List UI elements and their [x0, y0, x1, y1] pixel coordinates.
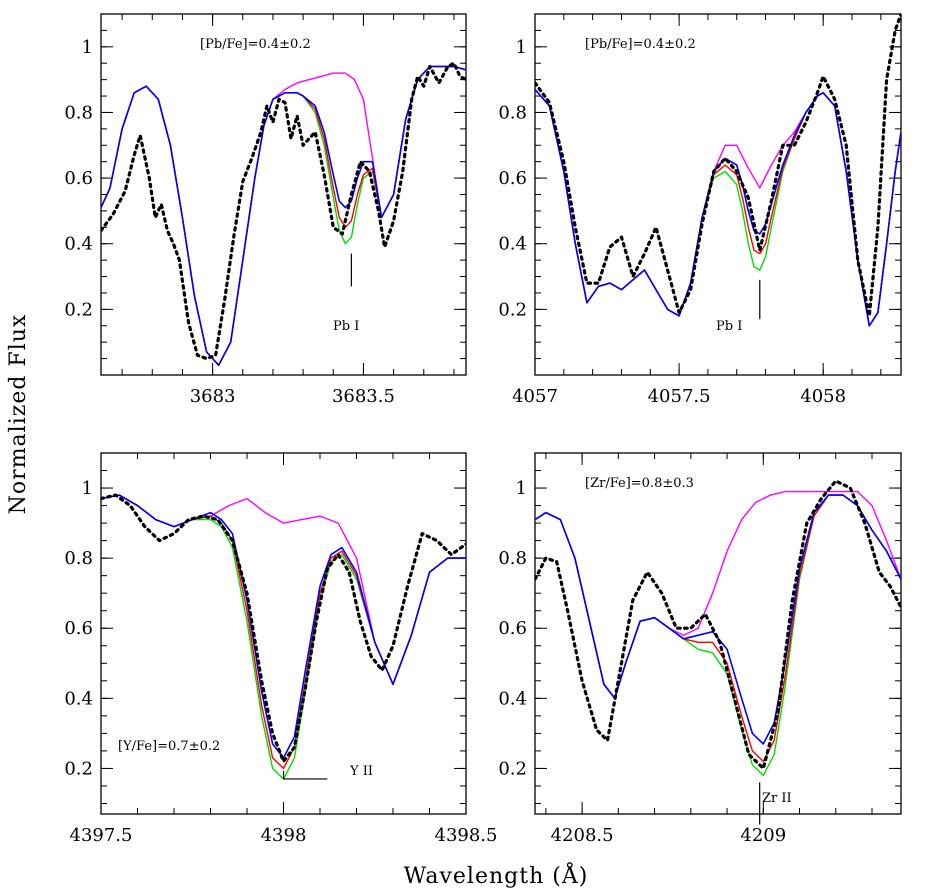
top-right-series-best	[535, 89, 901, 327]
bottom-right-abundance-annotation: [Zr/Fe]=0.8±0.3	[585, 476, 694, 491]
top-right-line-label: Pb I	[716, 319, 742, 334]
top-right-xtick-label: 4057.5	[648, 386, 711, 407]
top-left-ytick-label: 0.8	[64, 102, 93, 123]
top-right-ytick-label: 0.6	[498, 168, 527, 189]
top-left-ytick-label: 0.6	[64, 168, 93, 189]
bottom-right-series-group	[535, 479, 901, 777]
bottom-left-ytick-label: 0.6	[64, 618, 93, 639]
bottom-right-ytick-label: 0.6	[498, 618, 527, 639]
bottom-left-ytick-label: 0.2	[64, 758, 93, 779]
top-right-series-high	[535, 88, 901, 327]
bottom-right-ytick-label: 1	[516, 478, 527, 499]
bottom-right-line-label: Zr II	[762, 791, 792, 806]
top-left-panel: 3683 3683.5 0.2 0.4 0.6 0.8 1 [Pb/Fe]=0.4±0.2 Pb…	[64, 13, 467, 407]
bottom-right-frame	[534, 452, 902, 815]
top-right-ytick-label: 1	[516, 37, 527, 58]
top-right-panel: 4057 4057.5 4058 0.2 0.4 0.6 0.8 1 [Pb/Fe]=0.4±0…	[498, 13, 902, 407]
top-right-ytick-label: 0.4	[498, 234, 527, 255]
bottom-left-xtick-label: 4398.5	[435, 825, 498, 846]
top-left-xtick-label: 3683	[190, 386, 236, 407]
bottom-left-series-no-element	[101, 494, 466, 685]
bottom-left-xtick-label: 4397.5	[70, 825, 133, 846]
bottom-left-line-label: Y II	[349, 764, 373, 779]
x-axis-title: Wavelength (Å)	[404, 861, 589, 889]
top-right-series-observed	[535, 14, 901, 318]
top-right-series-no-element	[535, 89, 901, 327]
top-left-series-group	[101, 61, 466, 367]
top-right-ytick-label: 0.8	[498, 102, 527, 123]
bottom-left-series-observed	[101, 493, 466, 764]
bottom-left-series-group	[101, 493, 466, 780]
bottom-right-ytick-label: 0.4	[498, 688, 527, 709]
bottom-right-panel: 4208.5 4209 0.2 0.4 0.6 0.8 1 [Zr/Fe]=0.8±0.3 Zr…	[498, 452, 902, 846]
top-left-ytick-label: 0.2	[64, 299, 93, 320]
bottom-left-xtick-label: 4398	[261, 825, 307, 846]
bottom-right-series-no-element	[535, 490, 901, 699]
bottom-left-ytick-label: 0.8	[64, 548, 93, 569]
bottom-left-abundance-annotation: [Y/Fe]=0.7±0.2	[118, 739, 220, 754]
top-left-series-observed	[101, 61, 466, 361]
top-right-series-low	[535, 89, 901, 327]
bottom-right-ytick-label: 0.2	[498, 758, 527, 779]
bottom-left-panel: 4397.5 4398 4398.5 0.2 0.4 0.6 0.8 1 [Y/Fe]=0.7±…	[64, 452, 498, 846]
top-left-frame	[100, 13, 467, 376]
top-right-xtick-label: 4057	[512, 386, 558, 407]
top-left-series-high	[101, 65, 466, 367]
bottom-left-ytick-label: 0.4	[64, 688, 93, 709]
bottom-right-series-best	[535, 494, 901, 763]
bottom-left-series-high	[101, 494, 466, 759]
top-left-xtick-label: 3683.5	[332, 386, 395, 407]
bottom-right-xtick-label: 4209	[740, 825, 786, 846]
panels-group: 3683 3683.5 0.2 0.4 0.6 0.8 1 [Pb/Fe]=0.4±0.2 Pb…	[64, 13, 902, 846]
bottom-right-series-observed	[535, 479, 901, 771]
bottom-left-ytick-label: 1	[82, 478, 93, 499]
bottom-right-xtick-label: 4208.5	[551, 825, 614, 846]
top-right-abundance-annotation: [Pb/Fe]=0.4±0.2	[585, 37, 696, 52]
top-left-abundance-annotation: [Pb/Fe]=0.4±0.2	[200, 37, 311, 52]
top-right-series-group	[535, 14, 901, 327]
y-axis-title: Normalized Flux	[6, 314, 31, 515]
top-left-ytick-label: 1	[82, 37, 93, 58]
top-right-ytick-label: 0.2	[498, 299, 527, 320]
top-right-xtick-label: 4058	[800, 386, 846, 407]
top-left-ytick-label: 0.4	[64, 234, 93, 255]
top-left-line-label: Pb I	[333, 319, 359, 334]
bottom-right-ytick-label: 0.8	[498, 548, 527, 569]
bottom-right-series-low	[535, 494, 901, 777]
